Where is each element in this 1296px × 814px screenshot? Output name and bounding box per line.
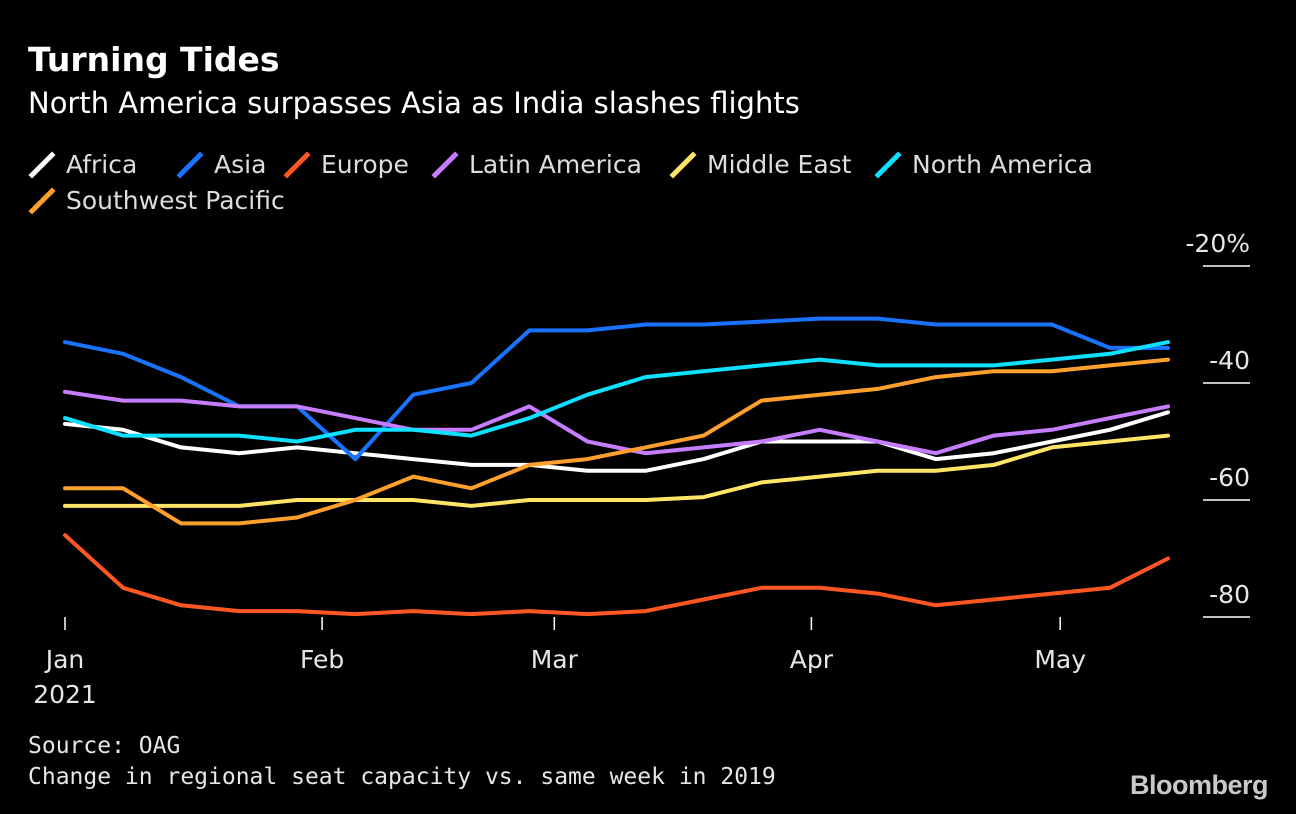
series-line-southwest-pacific <box>63 357 1170 526</box>
legend-swatch <box>669 150 697 179</box>
legend-item-middle-east: Middle East <box>669 150 851 179</box>
y-tick-label: -80 <box>1209 580 1250 609</box>
series-line-north-america <box>63 340 1170 444</box>
x-tick-label: Jan <box>44 645 85 674</box>
legend-label: North America <box>912 150 1093 179</box>
y-tick-label: -40 <box>1209 346 1250 375</box>
legend-label: Middle East <box>707 150 852 179</box>
x-tick-label: May <box>1034 645 1086 674</box>
legend-item-asia: Asia <box>176 150 266 179</box>
legend-swatch <box>28 186 56 215</box>
x-tick-label: Apr <box>790 645 834 674</box>
legend-item-southwest-pacific: Southwest Pacific <box>28 186 285 215</box>
series-line-europe <box>63 533 1170 617</box>
legend-swatch <box>283 150 311 179</box>
x-tick-label: Feb <box>300 645 344 674</box>
legend-item-latin-america: Latin America <box>431 150 642 179</box>
x-tick-label: Mar <box>531 645 579 674</box>
legend-swatch <box>874 150 902 179</box>
legend-label: Southwest Pacific <box>66 186 285 215</box>
legend-label: Latin America <box>469 150 642 179</box>
legend-label: Europe <box>321 150 409 179</box>
chart-subtitle: North America surpasses Asia as India sl… <box>28 86 800 120</box>
brand-logo: Bloomberg <box>1129 770 1269 800</box>
legend-item-europe: Europe <box>283 150 409 179</box>
legend-swatch <box>176 150 204 179</box>
chart-title: Turning Tides <box>28 40 280 79</box>
legend-swatch <box>431 150 459 179</box>
y-tick-label: -20% <box>1185 229 1250 258</box>
legend-swatch <box>28 150 56 179</box>
series-line-latin-america <box>63 389 1170 456</box>
legend-item-north-america: North America <box>874 150 1093 179</box>
series-line-africa <box>63 410 1170 473</box>
legend-item-africa: Africa <box>28 150 137 179</box>
source-note: Source: OAG <box>28 733 181 759</box>
legend-label: Asia <box>214 150 267 179</box>
x-tick-sublabel: 2021 <box>33 680 97 709</box>
chart-note: Change in regional seat capacity vs. sam… <box>28 764 776 790</box>
series-line-asia <box>63 316 1170 462</box>
series-line-middle-east <box>63 433 1170 508</box>
y-tick-label: -60 <box>1209 463 1250 492</box>
legend-label: Africa <box>66 150 138 179</box>
